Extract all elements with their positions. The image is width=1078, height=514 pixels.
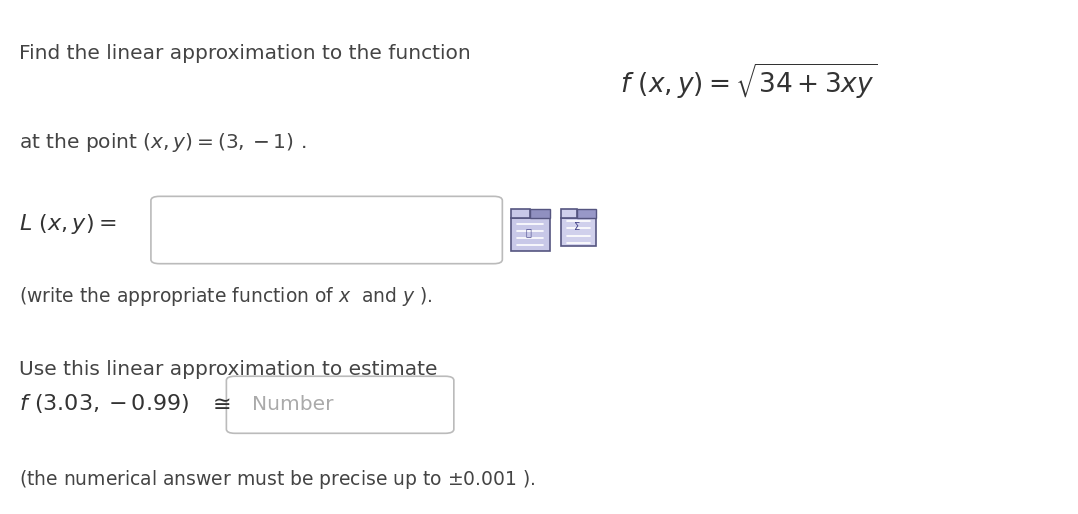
Text: $f\ (x, y) = \sqrt{34 + 3xy}$: $f\ (x, y) = \sqrt{34 + 3xy}$ [620, 62, 877, 101]
FancyBboxPatch shape [226, 376, 454, 433]
Polygon shape [530, 209, 550, 218]
Text: Σ: Σ [573, 223, 580, 232]
Text: $L\ (x, y) =$: $L\ (x, y) =$ [19, 212, 116, 235]
Polygon shape [561, 209, 577, 218]
Text: Find the linear approximation to the function: Find the linear approximation to the fun… [19, 44, 471, 63]
FancyBboxPatch shape [151, 196, 502, 264]
Text: $f\ (3.03, -0.99)$: $f\ (3.03, -0.99)$ [19, 392, 190, 415]
Text: $\cong$: $\cong$ [208, 394, 231, 413]
Polygon shape [511, 209, 530, 218]
Polygon shape [577, 209, 596, 218]
Text: at the point $(x, y) = (3, -1)$ .: at the point $(x, y) = (3, -1)$ . [19, 131, 307, 154]
Text: (the numerical answer must be precise up to $\pm 0.001$ ).: (the numerical answer must be precise up… [19, 468, 536, 491]
FancyBboxPatch shape [511, 218, 550, 251]
Text: Number: Number [252, 395, 334, 414]
Text: (write the appropriate function of $x$  and $y$ ).: (write the appropriate function of $x$ a… [19, 285, 433, 308]
Text: Use this linear approximation to estimate: Use this linear approximation to estimat… [19, 360, 438, 379]
FancyBboxPatch shape [561, 218, 596, 246]
Text: 🔍: 🔍 [525, 228, 531, 237]
